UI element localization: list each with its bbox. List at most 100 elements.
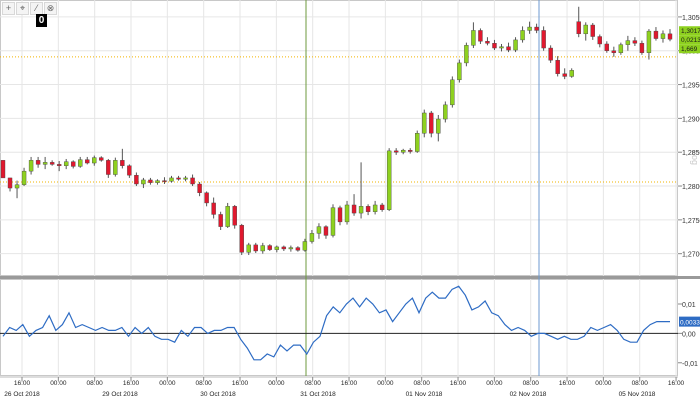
candle-up bbox=[169, 177, 174, 182]
zoom-in-icon[interactable]: + bbox=[2, 2, 15, 15]
candle-up bbox=[527, 26, 532, 31]
candle-up bbox=[358, 206, 364, 214]
time-tick-label: 16:00 bbox=[450, 380, 467, 387]
time-tick-label: 16:00 bbox=[14, 380, 31, 387]
candle-down bbox=[478, 30, 483, 42]
candle-down bbox=[667, 33, 673, 40]
candle-down bbox=[576, 21, 581, 35]
price-tick-label: 1,3050 bbox=[682, 15, 700, 22]
time-tick-label: 08:00 bbox=[632, 380, 649, 387]
candle-up bbox=[344, 204, 350, 223]
candle-up bbox=[443, 104, 448, 120]
grid: Log bbox=[0, 0, 700, 376]
candle-up bbox=[260, 245, 265, 252]
candle-up bbox=[309, 233, 315, 242]
chart-toolbar: + ⌖ ⁄ ⊗ bbox=[2, 2, 57, 15]
time-tick-label: 08:00 bbox=[523, 380, 540, 387]
candle-down bbox=[492, 43, 497, 49]
candle-down bbox=[632, 40, 638, 44]
time-tick-label: 08:00 bbox=[414, 380, 431, 387]
time-tick-label: 00:00 bbox=[268, 380, 285, 387]
candle-down bbox=[218, 214, 223, 227]
candle-up bbox=[646, 30, 652, 53]
candle-up bbox=[513, 39, 518, 51]
time-tick-label: 00:00 bbox=[50, 380, 67, 387]
time-tick-label: 16:00 bbox=[668, 380, 685, 387]
price-tick-label: 1,2800 bbox=[682, 184, 700, 191]
candle-down bbox=[190, 177, 195, 185]
time-tick-label: 16:00 bbox=[559, 380, 576, 387]
price-flag bbox=[679, 35, 700, 45]
price-flag-label: 1,3017 bbox=[681, 28, 700, 35]
crosshair-icon[interactable]: ⌖ bbox=[16, 2, 29, 15]
candle-down bbox=[281, 246, 287, 250]
candle-up bbox=[520, 30, 525, 41]
candle-down bbox=[379, 204, 385, 210]
candle-down bbox=[253, 244, 258, 252]
candle-up bbox=[618, 44, 624, 53]
candle-up bbox=[471, 30, 476, 46]
candle-down bbox=[85, 159, 90, 164]
price-tick-label: 1,2850 bbox=[682, 150, 700, 157]
candle-up bbox=[113, 160, 118, 175]
candle-up bbox=[330, 207, 336, 236]
date-label: 31 Oct 2018 bbox=[300, 391, 336, 398]
candle-up bbox=[499, 46, 504, 49]
candle-down bbox=[337, 207, 343, 223]
candle-down bbox=[204, 192, 209, 204]
candle-down bbox=[653, 30, 659, 39]
candle-down bbox=[506, 46, 511, 51]
candle-down bbox=[351, 204, 357, 214]
price-flag bbox=[679, 44, 700, 54]
candle-up bbox=[92, 157, 97, 164]
candle-up bbox=[42, 162, 48, 165]
price-flag bbox=[679, 26, 700, 36]
candle-down bbox=[239, 225, 244, 253]
oscillator-chart bbox=[0, 285, 678, 361]
candle-up bbox=[14, 184, 20, 189]
pane-splitter bbox=[0, 276, 700, 279]
candle-up bbox=[422, 112, 427, 134]
date-label: 01 Nov 2018 bbox=[406, 391, 443, 398]
price-pane-frame bbox=[0, 0, 678, 276]
date-label: 02 Nov 2018 bbox=[510, 391, 547, 398]
candle-down bbox=[604, 43, 610, 51]
candle-down bbox=[548, 47, 553, 61]
candle-down bbox=[555, 60, 560, 74]
delete-icon[interactable]: ⊗ bbox=[44, 2, 57, 15]
candle-up bbox=[450, 79, 455, 106]
candle-up bbox=[464, 45, 469, 64]
candle-up bbox=[141, 179, 146, 185]
candle-up bbox=[316, 226, 322, 234]
price-chart bbox=[0, 0, 678, 376]
time-tick-label: 16:00 bbox=[123, 380, 140, 387]
candle-down bbox=[541, 30, 546, 49]
candle-down bbox=[562, 73, 567, 77]
candle-down bbox=[211, 202, 216, 215]
candle-down bbox=[408, 149, 413, 152]
time-tick-label: 16:00 bbox=[232, 380, 249, 387]
candle-up bbox=[155, 180, 160, 183]
candle-up bbox=[288, 247, 294, 250]
candle-down bbox=[267, 245, 272, 250]
candle-up bbox=[569, 70, 574, 77]
price-tick-label: 1,2900 bbox=[682, 116, 700, 123]
candle-down bbox=[323, 226, 329, 236]
candle-down bbox=[120, 160, 125, 166]
oscillator-flag bbox=[679, 316, 700, 327]
candle-up bbox=[63, 161, 69, 166]
candle-up bbox=[21, 170, 27, 185]
axes: 1,30501,30001,29501,29001,28501,28001,27… bbox=[0, 15, 700, 398]
candle-down bbox=[148, 179, 153, 183]
candle-down bbox=[7, 177, 13, 189]
candle-down bbox=[0, 160, 6, 179]
oscillator-pane-frame bbox=[0, 279, 678, 376]
candle-down bbox=[106, 160, 111, 175]
candle-up bbox=[372, 204, 378, 212]
candle-down bbox=[134, 175, 139, 185]
candle-up bbox=[660, 33, 666, 39]
candle-down bbox=[35, 160, 41, 165]
candle-down bbox=[611, 50, 617, 53]
